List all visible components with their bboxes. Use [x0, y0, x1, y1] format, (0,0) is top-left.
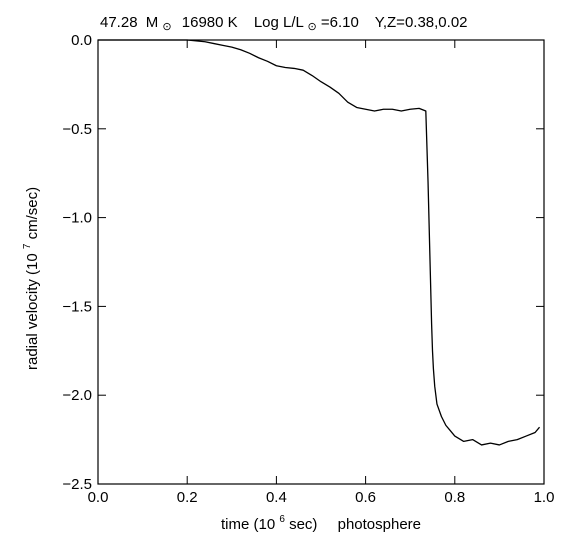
y-tick-label-4: −2.0: [62, 387, 92, 404]
plot-frame: [97, 39, 545, 485]
y-tick-label-3: −1.5: [62, 298, 92, 315]
x-axis-label-exponent: 6: [279, 514, 285, 525]
y-axis-label: radial velocity (10 7 cm/sec): [17, 187, 41, 370]
y-axis-label-suffix: cm/sec): [24, 187, 41, 240]
title-mass-sun-symbol: ⊙: [162, 21, 171, 33]
x-tick-label-4: 0.8: [444, 489, 465, 506]
y-axis-label-exponent: 7: [22, 243, 33, 249]
y-tick-label-0: 0.0: [71, 32, 92, 49]
chart-title: 47.28 M ⊙ 16980 K Log L/L ⊙ =6.10 Y,Z=0.…: [100, 14, 468, 34]
x-tick-label-1: 0.2: [177, 489, 198, 506]
title-log-prefix: Log L/L: [254, 14, 304, 31]
title-log-value: =6.10: [321, 14, 359, 31]
y-tick-label-2: −1.0: [62, 210, 92, 227]
y-tick-label-5: −2.5: [62, 476, 92, 493]
title-log-sun-symbol: ⊙: [308, 21, 317, 33]
title-composition: Y,Z=0.38,0.02: [375, 14, 468, 31]
y-axis: 0.0 −0.5 −1.0 −1.5 −2.0 −2.5: [62, 32, 544, 493]
x-tick-label-3: 0.6: [355, 489, 376, 506]
x-axis-label-suffix: sec): [289, 516, 317, 533]
y-axis-label-prefix: radial velocity (10: [24, 253, 41, 370]
title-temperature: 16980 K: [182, 14, 238, 31]
x-axis-label-prefix: time (10: [221, 516, 275, 533]
x-axis: 0.0 0.2 0.4 0.6 0.8 1.0: [88, 40, 555, 506]
x-axis-label: time (10 6 sec) photosphere: [221, 509, 421, 533]
title-mass-value: 47.28: [100, 14, 138, 31]
y-tick-label-1: −0.5: [62, 121, 92, 138]
x-tick-label-0: 0.0: [88, 489, 109, 506]
title-mass-symbol: M: [146, 14, 159, 31]
x-axis-label-note: photosphere: [338, 516, 421, 533]
series-line-0: [98, 39, 541, 446]
series-layer: [98, 39, 541, 446]
x-tick-label-2: 0.4: [266, 489, 287, 506]
x-tick-label-5: 1.0: [534, 489, 555, 506]
